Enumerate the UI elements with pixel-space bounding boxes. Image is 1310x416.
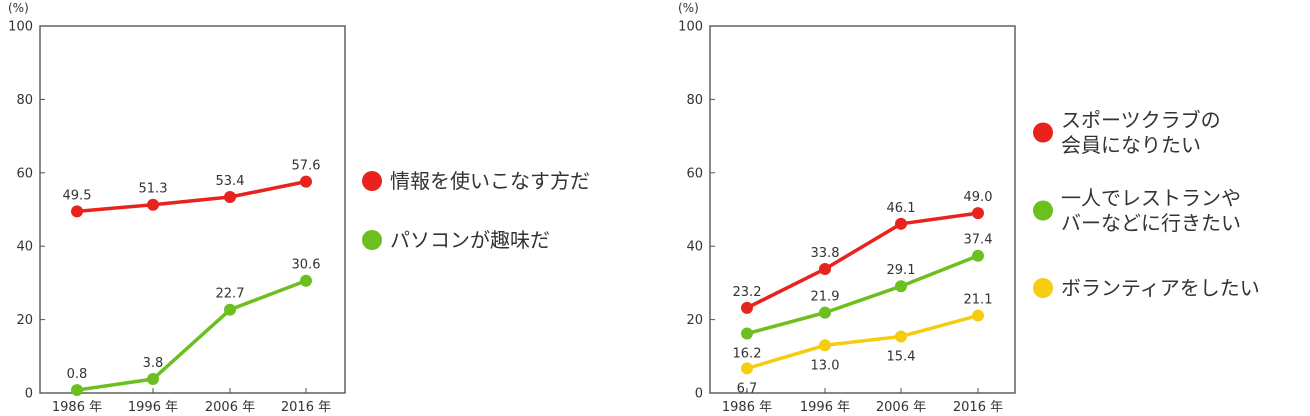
data-point bbox=[895, 330, 907, 343]
y-tick-label: 60 bbox=[686, 166, 703, 181]
legend-label: パソコンが趣味だ bbox=[390, 228, 550, 252]
data-label: 29.1 bbox=[887, 263, 916, 278]
data-point bbox=[819, 306, 831, 319]
data-point bbox=[819, 262, 831, 275]
y-tick-label: 40 bbox=[686, 240, 703, 255]
legend-marker bbox=[1033, 200, 1053, 221]
plot-frame bbox=[39, 25, 346, 394]
data-point bbox=[224, 191, 236, 204]
data-label: 49.0 bbox=[964, 190, 993, 205]
y-tick-label: 100 bbox=[678, 20, 703, 35]
x-tick-label: 1986 年 bbox=[722, 400, 772, 415]
data-label: 13.0 bbox=[811, 358, 840, 373]
y-tick-label: 20 bbox=[686, 313, 703, 328]
data-point bbox=[895, 280, 907, 293]
data-point bbox=[819, 339, 831, 352]
data-point bbox=[972, 207, 984, 220]
y-tick-label: 20 bbox=[16, 313, 33, 328]
data-label: 51.3 bbox=[139, 182, 168, 197]
right-line-chart: (%) 0 20 40 60 80 100 1986 年 1996 年 2006 年 2016 年 2… bbox=[678, 1, 1260, 415]
data-label: 49.5 bbox=[63, 188, 92, 203]
series-line bbox=[746, 254, 979, 336]
x-tick-label: 1996 年 bbox=[800, 400, 850, 415]
x-tick-label: 2016 年 bbox=[953, 400, 1003, 415]
data-point bbox=[147, 373, 159, 386]
data-label: 57.6 bbox=[292, 159, 321, 174]
data-label: 6.7 bbox=[737, 381, 758, 396]
data-label: 23.2 bbox=[733, 285, 762, 300]
x-tick-label: 1986 年 bbox=[52, 400, 102, 415]
legend-marker bbox=[362, 171, 382, 191]
data-point bbox=[224, 303, 236, 316]
data-label: 21.1 bbox=[964, 293, 993, 308]
data-label: 33.8 bbox=[811, 246, 840, 261]
y-tick-label: 60 bbox=[16, 166, 33, 181]
series-line bbox=[746, 211, 979, 310]
data-label: 16.2 bbox=[733, 347, 762, 362]
y-tick-label: 40 bbox=[16, 240, 33, 255]
y-tick-label: 0 bbox=[695, 387, 703, 402]
x-tick-label: 2006 年 bbox=[876, 400, 926, 415]
y-unit-label: (%) bbox=[678, 1, 699, 15]
series-line bbox=[746, 313, 979, 371]
data-point bbox=[300, 274, 312, 287]
data-point bbox=[741, 327, 753, 340]
y-tick-label: 0 bbox=[25, 387, 33, 402]
y-tick-label: 80 bbox=[686, 93, 703, 108]
data-point bbox=[300, 175, 312, 188]
legend-marker bbox=[362, 230, 382, 250]
data-point bbox=[71, 384, 83, 397]
plot-frame bbox=[709, 25, 1016, 394]
legend-marker bbox=[1033, 278, 1053, 298]
legend-label: 情報を使いこなす方だ bbox=[390, 169, 590, 193]
data-label: 21.9 bbox=[811, 290, 840, 305]
y-tick-label: 80 bbox=[16, 93, 33, 108]
data-label: 53.4 bbox=[216, 174, 245, 189]
data-label: 3.8 bbox=[143, 356, 164, 371]
left-line-chart: (%) 0 20 40 60 80 100 1986 年 1996 年 2006 年 2016 年 4… bbox=[8, 1, 590, 415]
data-point bbox=[741, 301, 753, 314]
data-point bbox=[972, 249, 984, 262]
data-label: 0.8 bbox=[67, 367, 88, 382]
series-line bbox=[76, 279, 307, 392]
data-label: 37.4 bbox=[964, 233, 993, 248]
data-point bbox=[71, 205, 83, 218]
data-label: 30.6 bbox=[292, 258, 321, 273]
y-unit-label: (%) bbox=[8, 1, 29, 15]
data-point bbox=[147, 198, 159, 211]
x-tick-label: 1996 年 bbox=[128, 400, 178, 415]
data-point bbox=[895, 217, 907, 230]
legend-label: 一人でレストランやバーなどに行きたい bbox=[1061, 186, 1241, 235]
data-label: 15.4 bbox=[887, 349, 916, 364]
data-label: 46.1 bbox=[887, 201, 916, 216]
x-tick-label: 2006 年 bbox=[205, 400, 255, 415]
y-tick-label: 100 bbox=[8, 20, 33, 35]
data-label: 22.7 bbox=[216, 287, 245, 302]
series-line bbox=[76, 179, 307, 214]
data-point bbox=[741, 362, 753, 375]
legend-label: ボランティアをしたい bbox=[1061, 276, 1260, 300]
legend-label: スポーツクラブの会員になりたい bbox=[1061, 108, 1221, 157]
legend-marker bbox=[1033, 122, 1053, 143]
x-tick-label: 2016 年 bbox=[281, 400, 331, 415]
data-point bbox=[972, 309, 984, 322]
